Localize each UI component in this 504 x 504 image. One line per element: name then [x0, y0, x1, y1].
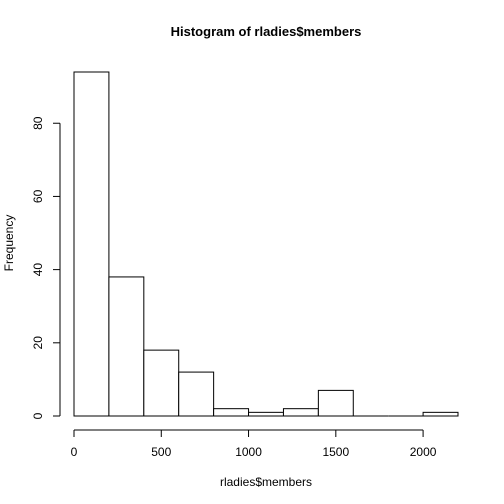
x-tick-label: 0 — [71, 445, 78, 459]
y-tick-label: 20 — [31, 336, 45, 350]
x-tick-label: 500 — [151, 445, 171, 459]
histogram-bar — [73, 71, 110, 417]
x-tick-label: 1500 — [322, 445, 349, 459]
histogram-bar — [422, 411, 459, 417]
y-tick-label: 0 — [31, 412, 45, 419]
y-tick-label: 40 — [31, 263, 45, 277]
histogram-bar — [178, 371, 215, 417]
histogram-bar — [108, 276, 145, 417]
histogram-bar — [213, 408, 250, 417]
x-axis-label: rladies$members — [220, 475, 312, 489]
y-axis: 0 20 40 60 80 — [31, 116, 61, 419]
chart-title: Histogram of rladies$members — [171, 24, 362, 39]
x-axis: 0 500 1000 1500 2000 — [71, 429, 437, 459]
histogram-bar — [282, 408, 319, 417]
x-tick-label: 1000 — [235, 445, 262, 459]
y-tick-label: 60 — [31, 189, 45, 203]
histogram-bar — [143, 349, 180, 417]
bars-group — [73, 71, 459, 417]
histogram-bar — [317, 389, 354, 417]
y-tick-label: 80 — [31, 116, 45, 130]
y-axis-label: Frequency — [2, 215, 16, 272]
x-tick-label: 2000 — [410, 445, 437, 459]
histogram-bar — [248, 411, 284, 417]
